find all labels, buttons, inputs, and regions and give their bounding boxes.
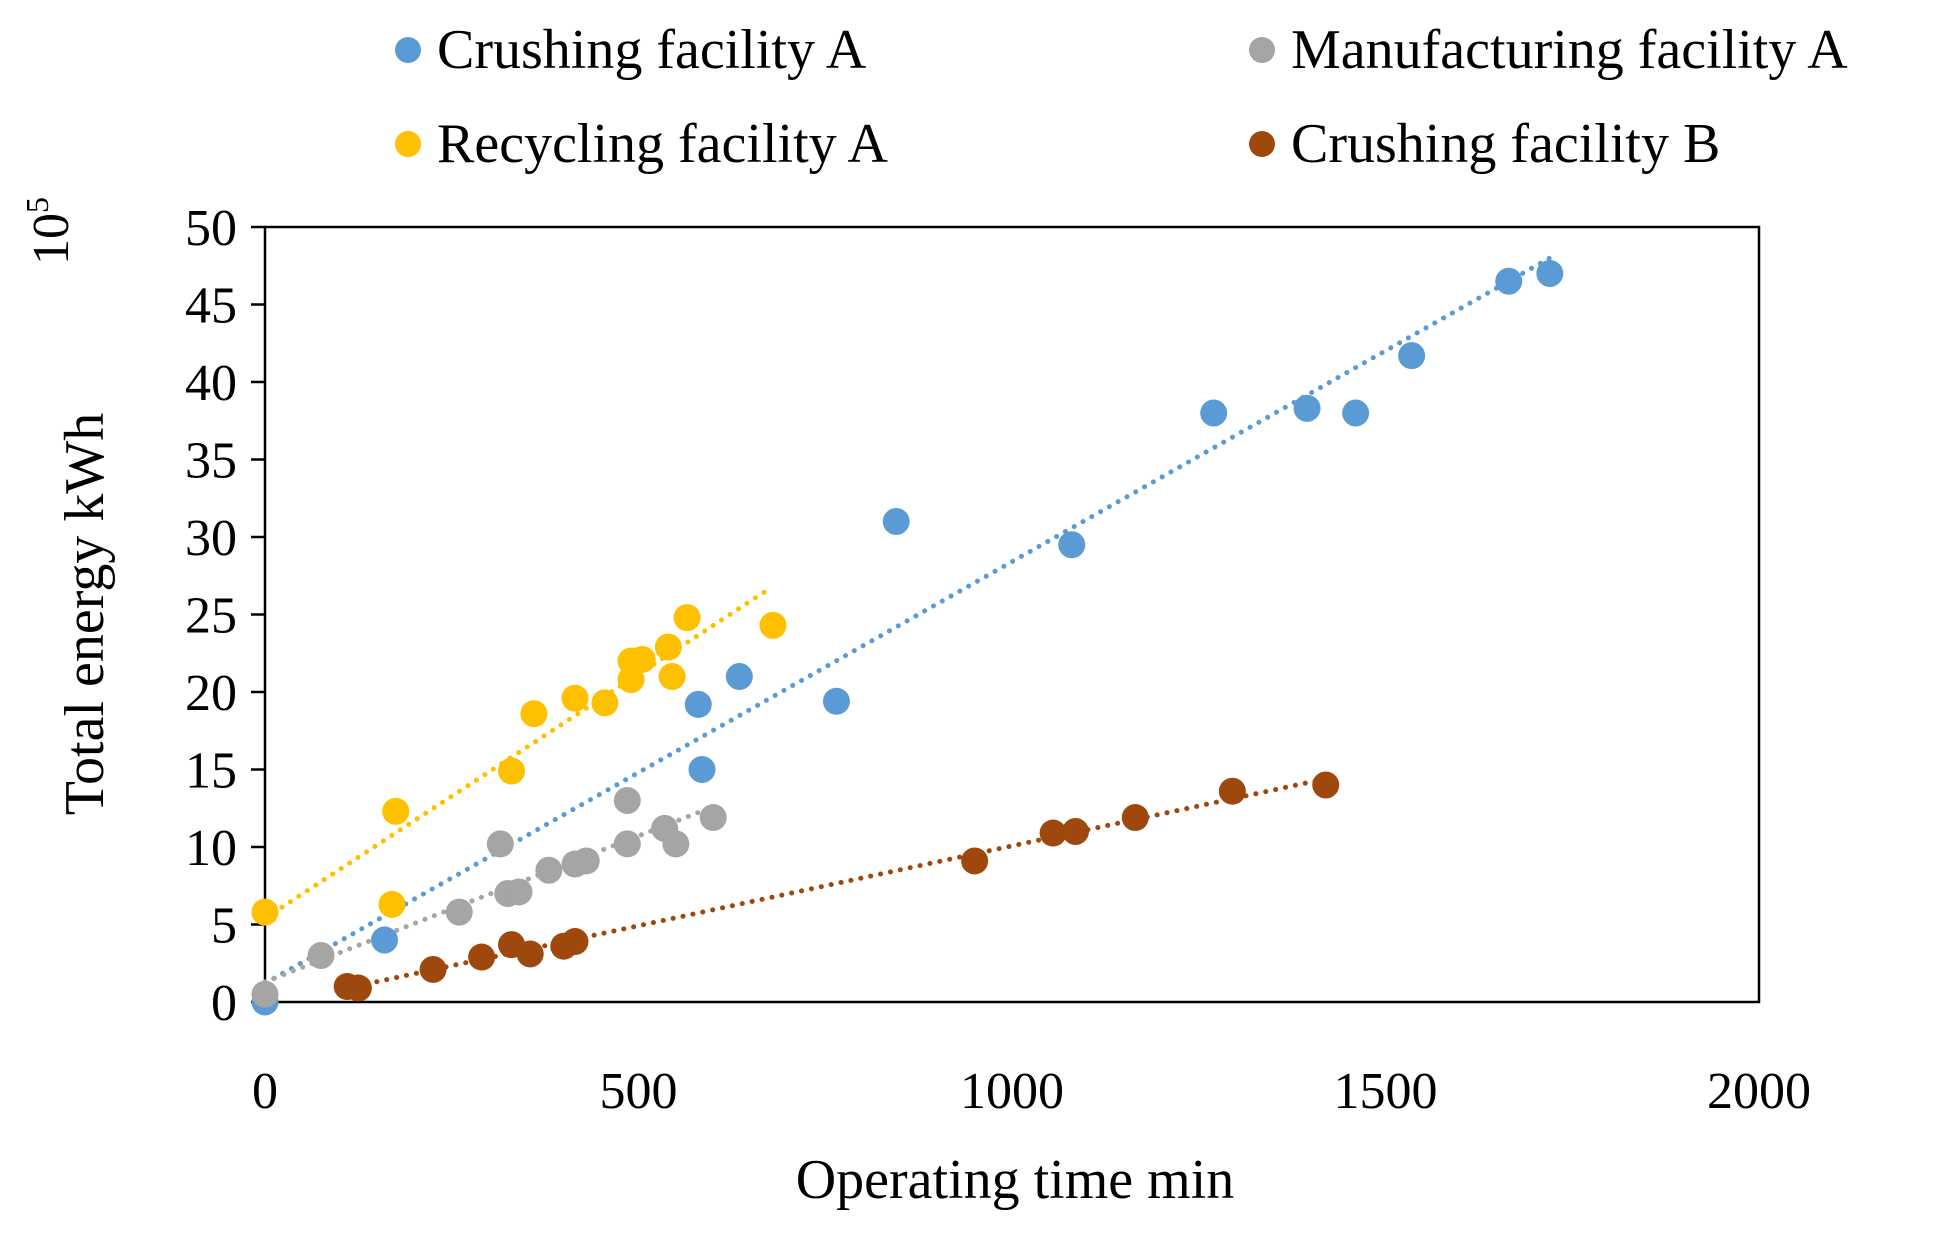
data-point-crushing-b: [1039, 819, 1067, 847]
data-point-crushing-a: [1536, 260, 1564, 287]
data-point-crushing-a: [1058, 531, 1086, 559]
y-tick-label: 5: [211, 898, 237, 955]
data-point-crushing-b: [1061, 818, 1089, 845]
y-tick-label: 0: [211, 975, 237, 1032]
y-tick-label: 25: [185, 588, 237, 645]
data-point-crushing-a: [882, 508, 910, 535]
data-point-crushing-b: [1312, 771, 1340, 799]
data-point-manufacturing-a: [251, 980, 279, 1008]
data-point-recycling-a: [520, 700, 548, 728]
data-point-recycling-a: [617, 666, 645, 694]
legend-label-crushing-b: Crushing facility B: [1291, 113, 1720, 175]
data-point-crushing-a: [1342, 399, 1370, 427]
data-point-crushing-b: [516, 940, 544, 968]
legend-marker-crushing-a: [395, 37, 421, 63]
data-point-crushing-b: [1121, 804, 1149, 832]
trendline-recycling-a: [262, 588, 768, 921]
data-point-crushing-a: [1495, 267, 1523, 295]
data-point-crushing-a: [688, 756, 716, 783]
x-tick-label: 2000: [1707, 1063, 1811, 1120]
data-point-recycling-a: [658, 663, 686, 690]
data-point-crushing-a: [1200, 399, 1228, 427]
data-point-manufacturing-a: [699, 804, 727, 832]
data-point-crushing-a: [725, 663, 753, 690]
x-tick-label: 1000: [960, 1063, 1064, 1120]
data-point-crushing-a: [822, 687, 850, 715]
data-points: [251, 260, 1564, 1016]
data-point-recycling-a: [591, 689, 619, 717]
trendline-manufacturing-a: [262, 804, 716, 985]
y-multiplier-exponent: 5: [19, 197, 55, 213]
data-point-recycling-a: [673, 604, 701, 632]
data-point-crushing-a: [1293, 394, 1321, 422]
legend-marker-recycling-a: [395, 131, 421, 157]
data-point-manufacturing-a: [505, 878, 533, 906]
legend: Crushing facility A Manufacturing facili…: [395, 19, 1848, 175]
data-point-crushing-b: [561, 928, 589, 956]
x-tick-label: 1500: [1334, 1063, 1438, 1120]
svg-text:105: 105: [19, 197, 80, 265]
data-point-recycling-a: [382, 797, 410, 825]
y-tick-label: 50: [185, 200, 237, 257]
data-point-crushing-a: [684, 690, 712, 718]
y-axis-title: Total energy kWh: [54, 413, 116, 815]
data-point-recycling-a: [378, 890, 406, 918]
data-point-crushing-b: [344, 974, 372, 1002]
y-tick-label: 35: [185, 433, 237, 490]
y-multiplier-base: 10: [23, 213, 80, 265]
data-point-crushing-b: [961, 847, 989, 875]
data-point-recycling-a: [498, 757, 526, 785]
legend-marker-crushing-b: [1249, 131, 1275, 157]
legend-label-crushing-a: Crushing facility A: [437, 19, 867, 81]
legend-label-manufacturing-a: Manufacturing facility A: [1291, 19, 1848, 81]
trendlines: [262, 255, 1553, 991]
legend-label-recycling-a: Recycling facility A: [437, 113, 889, 175]
data-point-crushing-b: [1218, 777, 1246, 805]
data-point-recycling-a: [654, 633, 682, 661]
data-point-crushing-b: [468, 943, 496, 971]
legend-marker-manufacturing-a: [1249, 37, 1275, 63]
data-point-manufacturing-a: [486, 830, 514, 858]
data-point-crushing-b: [419, 955, 447, 983]
data-point-manufacturing-a: [662, 830, 690, 858]
data-point-recycling-a: [561, 684, 589, 712]
x-tick-label: 500: [600, 1063, 678, 1120]
data-point-manufacturing-a: [535, 856, 563, 884]
x-axis: 0 500 1000 1500 2000: [252, 1063, 1811, 1120]
trendline-crushing-a: [262, 255, 1553, 986]
data-point-recycling-a: [628, 645, 656, 673]
x-tick-label: 0: [252, 1063, 278, 1120]
x-axis-title: Operating time min: [796, 1149, 1235, 1211]
data-point-crushing-a: [371, 926, 399, 954]
y-multiplier-label: 105: [19, 197, 80, 265]
data-point-crushing-a: [1398, 342, 1426, 370]
y-tick-label: 20: [185, 665, 237, 722]
data-point-manufacturing-a: [445, 898, 473, 926]
y-tick-label: 10: [185, 820, 237, 877]
data-point-manufacturing-a: [613, 787, 641, 814]
y-tick-label: 40: [185, 355, 237, 412]
data-point-manufacturing-a: [613, 830, 641, 858]
y-tick-label: 45: [185, 278, 237, 335]
data-point-manufacturing-a: [572, 847, 600, 875]
y-tick-label: 30: [185, 510, 237, 567]
y-axis: 0 5 10 15 20 25 30 35 40 45 50: [185, 200, 265, 1032]
y-tick-label: 15: [185, 743, 237, 800]
data-point-recycling-a: [759, 611, 787, 639]
plot-area: [263, 225, 1761, 1004]
data-point-recycling-a: [251, 898, 279, 926]
data-point-manufacturing-a: [307, 942, 335, 969]
